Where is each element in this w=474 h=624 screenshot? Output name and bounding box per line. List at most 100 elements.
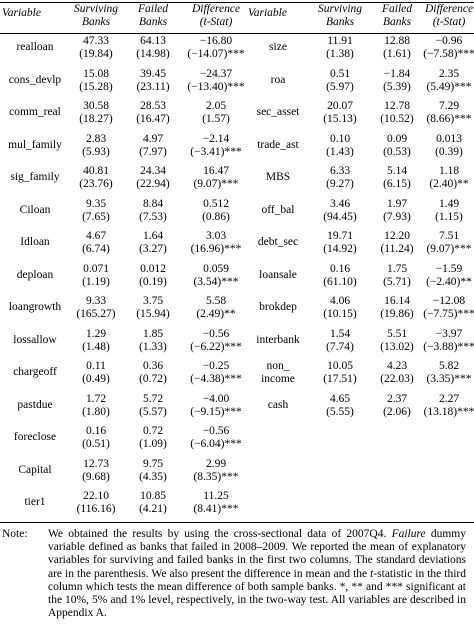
cell-s: (10.15) — [323, 308, 357, 320]
cell-f: 24.34 — [140, 165, 166, 177]
cell-d: 7.51 — [438, 230, 460, 242]
cell-s: 10.05 — [327, 360, 353, 372]
cell-d: 2.35 — [438, 67, 460, 80]
cell-f: (0.53) — [383, 145, 411, 158]
row-label: cons_devlp — [8, 73, 62, 86]
cell-d: (3.54)*** — [193, 275, 239, 288]
cell-d: (1.15) — [435, 210, 463, 223]
cell-s: (6.74) — [82, 243, 110, 255]
cell-s: 15.08 — [83, 67, 109, 80]
cell-f: (15.94) — [136, 308, 170, 320]
row-label: comm_real — [9, 106, 61, 118]
cell-s: (94.45) — [323, 210, 357, 223]
header-failed-left: Failed — [137, 3, 169, 15]
cell-d: 1.18 — [438, 165, 460, 177]
header-surviving-right: Banks — [325, 16, 355, 28]
cell-d: −3.97 — [435, 327, 463, 340]
cell-s: (23.76) — [79, 178, 113, 190]
cell-f: −1.84 — [383, 67, 411, 80]
cell-d: (0.86) — [202, 210, 230, 223]
cell-d: 5.82 — [438, 360, 460, 372]
cell-f: (13.02) — [380, 340, 414, 353]
cell-s: 0.071 — [83, 262, 109, 275]
cell-d: (−2.40)** — [426, 275, 472, 288]
cell-d: (−6.22)*** — [190, 340, 242, 353]
cell-d: (−13.40)*** — [187, 80, 245, 93]
cell-f: (5.39) — [383, 80, 411, 93]
header-failed-left: Banks — [138, 16, 168, 28]
cell-s: 0.16 — [329, 262, 351, 275]
header-rule — [0, 33, 474, 34]
row-label: income — [261, 373, 295, 385]
cell-s: (17.51) — [323, 373, 357, 385]
cell-f: 1.97 — [386, 197, 408, 210]
cell-d: −0.56 — [202, 425, 230, 437]
cell-f: (5.57) — [139, 405, 167, 418]
row-label: sig_family — [10, 171, 60, 183]
cell-s: 30.58 — [83, 100, 109, 112]
cell-s: (5.55) — [326, 405, 354, 418]
cell-s: 12.73 — [83, 457, 109, 470]
cell-f: 0.012 — [140, 262, 166, 275]
cell-f: 4.97 — [142, 132, 164, 145]
cell-s: 1.54 — [329, 327, 351, 340]
row-label: Idloan — [20, 236, 50, 248]
row-label: Capital — [18, 463, 52, 476]
cell-d: (5.49)*** — [426, 80, 472, 93]
cell-s: (9.68) — [82, 470, 110, 483]
cell-d: −0.25 — [202, 360, 230, 372]
cell-d: 2.05 — [205, 100, 227, 112]
row-label: loansale — [259, 268, 297, 281]
cell-s: 47.33 — [83, 35, 109, 47]
cell-s: (1.38) — [326, 48, 354, 60]
cell-d: (9.07)*** — [193, 178, 239, 190]
cell-d: −16.80 — [199, 35, 233, 47]
cell-d: −1.59 — [435, 262, 463, 275]
note-label: Note: — [2, 528, 28, 540]
note-text-part: t — [370, 567, 374, 580]
cell-f: 8.84 — [142, 197, 164, 210]
cell-f: 0.36 — [142, 360, 164, 372]
cell-d: (−7.58)*** — [423, 48, 474, 60]
cell-s: 11.91 — [327, 35, 353, 47]
cell-f: (16.47) — [136, 113, 170, 125]
cell-d: −0.96 — [435, 35, 463, 47]
header-surviving-left: Banks — [81, 16, 111, 28]
row-label: Ciloan — [19, 203, 51, 216]
row-label: pastdue — [17, 398, 53, 411]
cell-d: −2.14 — [202, 132, 230, 145]
cell-s: 20.07 — [327, 100, 353, 112]
cell-s: 0.11 — [86, 360, 106, 372]
cell-f: (2.06) — [383, 405, 411, 418]
cell-s: (15.28) — [79, 80, 113, 93]
row-label: trade_ast — [257, 138, 299, 151]
cell-d: (−3.88)*** — [423, 340, 474, 353]
cell-s: 0.16 — [85, 425, 107, 437]
cell-f: 12.88 — [384, 35, 410, 47]
note-text-part: Failure — [391, 528, 426, 540]
cell-d: (−4.38)*** — [190, 373, 242, 385]
cell-d: (8.41)*** — [193, 503, 239, 515]
cell-d: (8.66)*** — [426, 113, 472, 125]
cell-s: (14.92) — [323, 243, 357, 255]
cell-d: −0.56 — [202, 327, 230, 340]
row-label: debt_sec — [257, 236, 299, 248]
row-label: lossallow — [13, 333, 57, 346]
cell-s: 4.65 — [329, 392, 351, 405]
header-difference-right: Difference — [424, 3, 474, 15]
cell-s: (1.80) — [82, 405, 110, 418]
row-label: chargeoff — [13, 366, 57, 378]
cell-s: 4.67 — [85, 230, 107, 242]
cell-f: (6.15) — [383, 178, 411, 190]
cell-f: 0.09 — [386, 132, 408, 145]
bottom-rule — [0, 522, 474, 523]
cell-s: 2.83 — [85, 132, 107, 145]
cell-s: 40.81 — [83, 165, 109, 177]
cell-f: 3.75 — [142, 295, 164, 307]
row-label: mul_family — [8, 138, 62, 151]
cell-f: (1.61) — [383, 48, 411, 60]
cell-s: (1.48) — [82, 340, 110, 353]
note-text: We obtained the results by using the cro… — [48, 528, 466, 620]
cell-s: (1.19) — [82, 275, 110, 288]
cell-f: 12.78 — [384, 100, 410, 112]
